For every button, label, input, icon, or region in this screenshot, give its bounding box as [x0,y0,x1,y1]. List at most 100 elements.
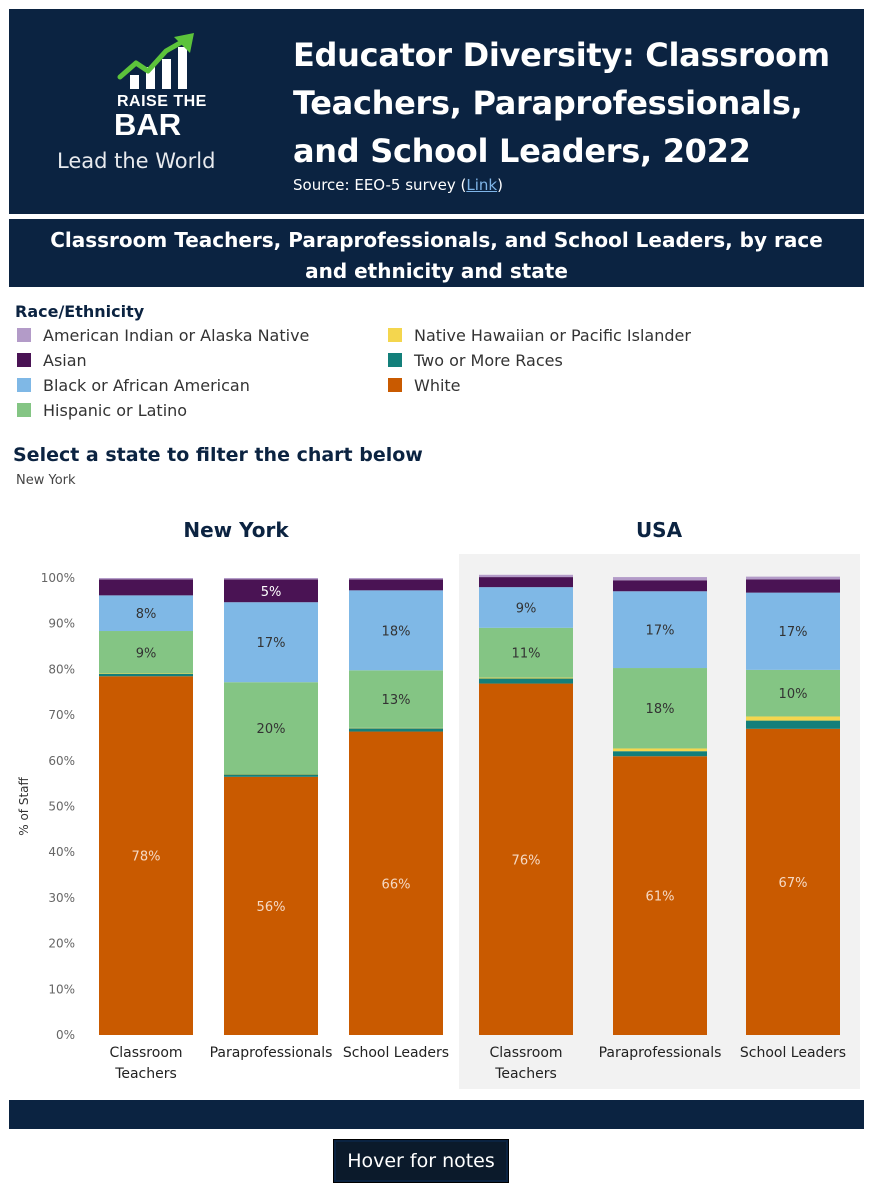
legend-item-hispanic[interactable]: Hispanic or Latino [17,400,187,420]
data-label: 17% [779,625,808,640]
bar-segment-native-hawaiian-or-pacific-islander[interactable] [613,748,707,752]
x-category-label: Paraprofessionals [210,1045,333,1061]
bar-segment-white[interactable] [349,731,443,1035]
data-label: 66% [382,877,411,892]
bar-segment-white[interactable] [224,776,318,1035]
source-link[interactable]: Link [466,176,498,194]
stacked-bar-chart: 0% 10% 20% 30% 40% 50% 60% 70% 80% 90% 100% % of St… [17,571,846,1082]
data-label: 11% [512,647,541,662]
bar-segment-two-or-more-races[interactable] [99,673,193,677]
bar-segment-white[interactable] [99,676,193,1035]
bar-segment-asian[interactable] [613,580,707,592]
legend-item-american-indian[interactable]: American Indian or Alaska Native [17,325,309,345]
bar-segment-black-or-african-american[interactable] [349,590,443,671]
bar-segment-white[interactable] [479,683,573,1035]
bar-segment-two-or-more-races[interactable] [479,678,573,684]
bar-segment-american-indian-or-alaska-native[interactable] [746,576,840,580]
legend-item-two-or-more[interactable]: Two or More Races [388,350,563,370]
bar-segment-white[interactable] [613,756,707,1035]
footer-bar [9,1100,864,1129]
source-line: Source: EEO-5 survey (Link) [293,176,503,194]
legend-label: Hispanic or Latino [43,400,188,420]
bar-segment-two-or-more-races[interactable] [224,774,318,777]
bar-segment-two-or-more-races[interactable] [613,751,707,757]
data-label: 61% [646,890,675,905]
legend-item-black[interactable]: Black or African American [17,375,250,395]
data-label: 9% [136,646,157,661]
data-label: 5% [261,585,282,600]
header: RAISE THE BAR Lead the World Educator Di… [9,9,864,214]
legend-swatch [17,328,31,342]
bar-segment-american-indian-or-alaska-native[interactable] [613,577,707,581]
bar-segment-black-or-african-american[interactable] [746,592,840,670]
bar-segment-two-or-more-races[interactable] [746,720,840,729]
bar-segment-american-indian-or-alaska-native[interactable] [479,574,573,578]
x-category-label: Classroom Teachers [109,1045,182,1082]
bar-segment-black-or-african-american[interactable] [99,595,193,632]
bar-segment-asian[interactable] [479,577,573,588]
data-label: 8% [136,607,157,622]
x-category-label: School Leaders [343,1045,449,1061]
logo-line1: RAISE THE [117,93,207,110]
legend-label: White [414,375,461,395]
bar-segment-black-or-african-american[interactable] [479,587,573,628]
logo-tagline: Lead the World [57,149,216,173]
bar-segment-white[interactable] [746,728,840,1035]
bar-segment-black-or-african-american[interactable] [613,591,707,669]
data-label: 20% [257,722,286,737]
y-tick-label: 20% [48,937,75,951]
hover-notes-button[interactable]: Hover for notes [333,1139,509,1183]
bar-segment-hispanic-or-latino[interactable] [99,631,193,674]
x-category-label: Classroom Teachers [489,1045,562,1082]
legend-swatch [388,378,402,392]
growth-chart-logo-icon [117,33,194,89]
page-title: Educator Diversity: Classroom Teachers, … [293,36,830,170]
legend-swatch [388,353,402,367]
y-tick-label: 40% [48,845,75,859]
bar-segment-hispanic-or-latino[interactable] [613,668,707,749]
bar-segment-two-or-more-races[interactable] [349,728,443,732]
legend-swatch [388,328,402,342]
bar-segment-asian[interactable] [99,579,193,596]
y-tick-label: 10% [48,982,75,996]
logo: RAISE THE BAR Lead the World [9,9,294,214]
bar-segment-hispanic-or-latino[interactable] [479,627,573,678]
data-label: 9% [516,601,537,616]
bar-segment-asian[interactable] [224,579,318,603]
bar-segment-american-indian-or-alaska-native[interactable] [349,578,443,580]
legend-item-native-hawaiian[interactable]: Native Hawaiian or Pacific Islander [388,325,691,345]
y-tick-label: 60% [48,754,75,768]
bar-segment-american-indian-or-alaska-native[interactable] [224,578,318,580]
bar-segment-black-or-african-american[interactable] [224,602,318,683]
legend-swatch [17,353,31,367]
data-label: 17% [257,636,286,651]
data-label: 13% [382,693,411,708]
legend-label: Native Hawaiian or Pacific Islander [414,325,691,345]
panel-title-new-york: New York [183,518,289,542]
bar-segment-hispanic-or-latino[interactable] [349,670,443,728]
bar-segment-asian[interactable] [746,579,840,593]
section-banner: Classroom Teachers, Paraprofessionals, a… [9,219,864,287]
y-tick-label: 50% [48,800,75,814]
legend-item-white[interactable]: White [388,375,461,395]
legend-item-asian[interactable]: Asian [17,350,87,370]
legend-title: Race/Ethnicity [15,302,145,321]
source-suffix: ) [497,176,503,194]
y-tick-label: 100% [41,571,75,585]
bar-segment-native-hawaiian-or-pacific-islander[interactable] [479,677,573,679]
y-tick-label: 90% [48,617,75,631]
source-prefix: Source: EEO-5 survey ( [293,176,467,194]
bar-segment-american-indian-or-alaska-native[interactable] [99,578,193,580]
bar-segment-asian[interactable] [349,579,443,591]
data-label: 17% [646,624,675,639]
state-filter-value[interactable]: New York [16,473,76,488]
legend-label: Two or More Races [414,350,563,370]
bar-segment-hispanic-or-latino[interactable] [746,669,840,717]
bar-segment-hispanic-or-latino[interactable] [224,682,318,775]
data-label: 67% [779,876,808,891]
data-label: 56% [257,900,286,915]
panel-title-usa: USA [635,518,683,542]
logo-line2: BAR [114,107,182,142]
legend-label: Black or African American [43,375,250,395]
bar-segment-native-hawaiian-or-pacific-islander[interactable] [746,716,840,721]
